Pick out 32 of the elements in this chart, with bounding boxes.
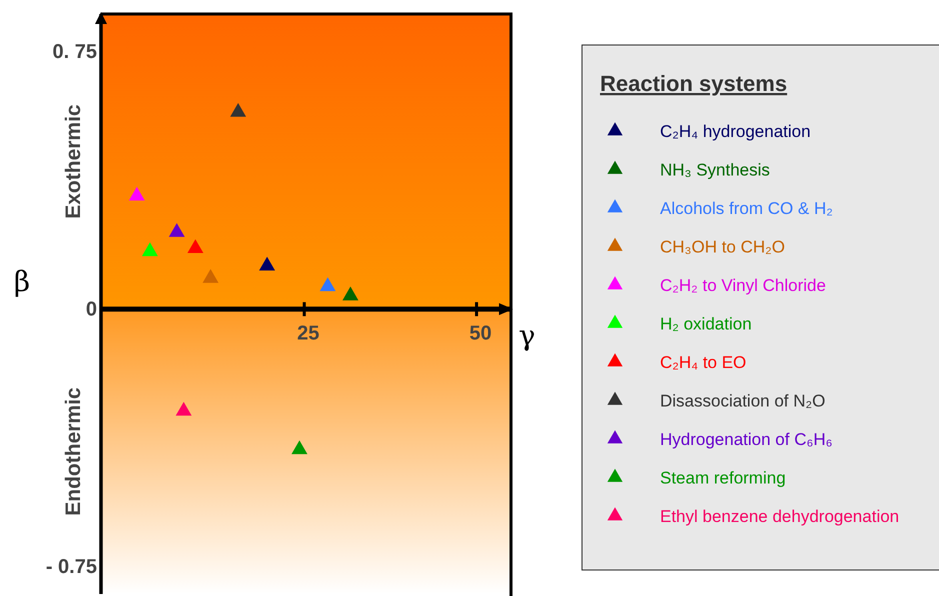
point [342,286,358,300]
band-label: Exothermic [62,104,85,219]
point [230,102,246,117]
y-axis-title: β [14,265,30,298]
legend-title: Reaction systems [600,71,788,96]
legend-label: Ethyl benzene dehydrogenation [660,507,900,526]
point [176,402,192,416]
point [259,256,276,271]
y-tick-label: 0. 75 [52,41,97,64]
x-axis-title: γ [518,319,536,352]
legend-label: NH₃ Synthesis [660,160,770,180]
band-label: Endothermic [62,387,85,516]
legend-label: Hydrogenation of C₆H₆ [660,430,832,449]
point [142,242,158,256]
legend-label: CH₃OH to CH₂O [660,238,785,256]
legend-label: C₂H₄ hydrogenation [660,122,811,141]
y-tick-label: 0 [86,298,97,321]
point [187,239,204,254]
legend-label: Alcohols from CO & H₂ [660,199,833,218]
x-tick-label: 25 [297,322,320,344]
point [128,186,145,200]
point [168,223,185,237]
point [320,277,336,292]
point [202,269,219,283]
legend-label: H₂ oxidation [660,314,752,334]
legend-label: Steam reforming [660,468,786,488]
legend-label: C₂H₄ to EO [660,353,746,372]
legend-label: Disassociation of N₂O [660,392,826,410]
y-tick-label: - 0.75 [46,556,97,578]
x-tick-label: 50 [469,322,492,344]
point [291,440,308,454]
legend-label: C₂H₂ to Vinyl Chloride [660,276,826,295]
